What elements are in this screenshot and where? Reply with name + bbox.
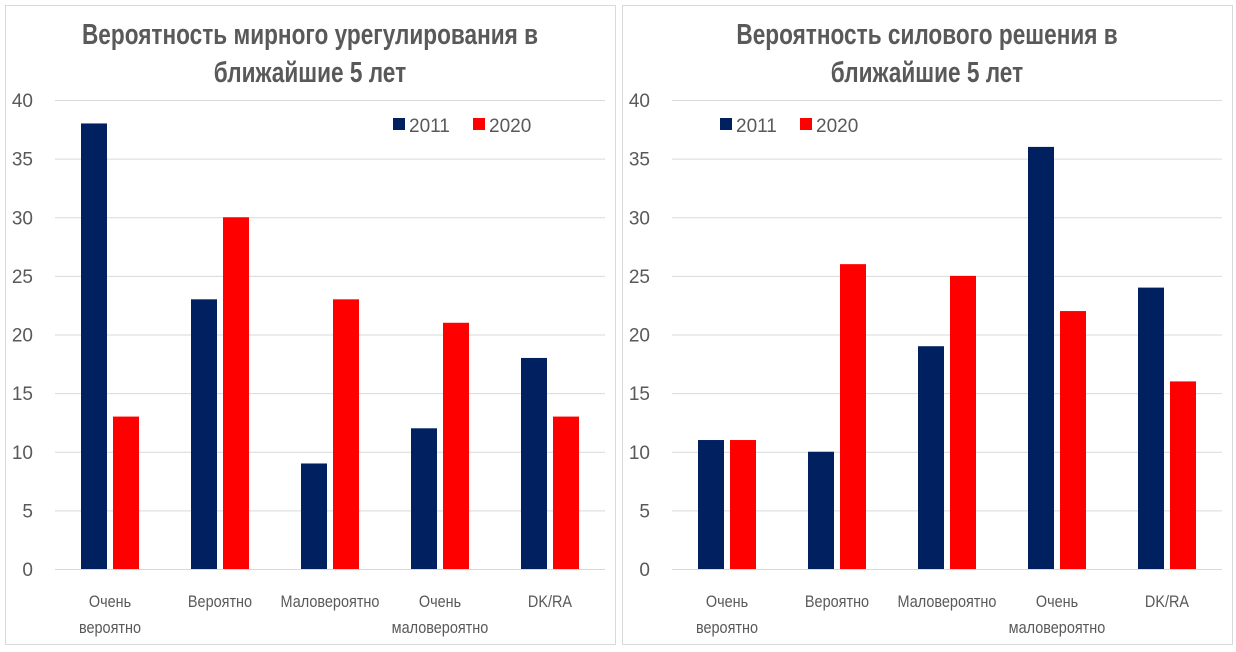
y-tick-label: 40 [12, 91, 33, 112]
legend-swatch-2020 [473, 118, 485, 130]
y-tick-label: 15 [12, 384, 33, 405]
bar-2020 [553, 416, 579, 569]
legend-swatch-2011 [393, 118, 405, 130]
y-tick-label: 10 [629, 443, 650, 464]
x-category-label: вероятно [696, 619, 758, 637]
x-category-label: Очень [89, 593, 131, 611]
x-category-label: вероятно [79, 619, 141, 637]
y-tick-label: 30 [629, 208, 650, 229]
y-tick-label: 20 [12, 326, 33, 347]
bar-2011 [521, 357, 547, 569]
chart-title-line: Вероятность мирного урегулирования в [82, 17, 538, 50]
bar-2020 [1060, 311, 1086, 569]
bar-2020 [1170, 381, 1196, 569]
legend-swatch-2020 [800, 118, 812, 130]
bar-2020 [730, 440, 756, 569]
bar-2020 [113, 416, 139, 569]
x-category-label: маловероятно [1009, 619, 1106, 637]
y-tick-label: 5 [639, 501, 650, 522]
x-category-label: Маловероятно [281, 593, 380, 611]
bar-2011 [918, 346, 944, 569]
legend-label: 2011 [736, 116, 777, 137]
chart-title-line: ближайшие 5 лет [214, 55, 407, 88]
chart-panel-1: Вероятность мирного урегулирования в ближ… [5, 5, 616, 645]
bar-2011 [81, 123, 107, 569]
chart-title-line: Вероятность силового решения в [736, 17, 1117, 50]
chart-panel-2: Вероятность силового решения в ближайшие … [622, 5, 1233, 645]
x-category-label: DK/RA [1145, 593, 1190, 611]
bar-2011 [1028, 146, 1054, 569]
legend-label: 2011 [409, 116, 450, 137]
y-tick-label: 35 [629, 150, 650, 171]
chart-title-line: ближайшие 5 лет [831, 55, 1024, 88]
x-category-label: Очень [419, 593, 461, 611]
y-tick-label: 0 [639, 560, 650, 581]
y-tick-label: 30 [12, 208, 33, 229]
y-tick-label: 5 [22, 501, 33, 522]
x-category-label: Очень [706, 593, 748, 611]
y-tick-label: 40 [629, 91, 650, 112]
bar-2011 [698, 440, 724, 569]
y-tick-label: 25 [629, 267, 650, 288]
x-category-label: Маловероятно [898, 593, 997, 611]
y-tick-label: 10 [12, 443, 33, 464]
bar-2020 [223, 217, 249, 569]
x-category-label: DK/RA [528, 593, 573, 611]
y-tick-label: 20 [629, 326, 650, 347]
bar-2020 [443, 322, 469, 569]
x-category-label: Вероятно [805, 593, 869, 611]
y-tick-label: 25 [12, 267, 33, 288]
legend-label: 2020 [489, 116, 531, 137]
bar-2011 [191, 299, 217, 569]
x-category-label: маловероятно [392, 619, 489, 637]
legend-swatch-2011 [720, 118, 732, 130]
bar-2011 [411, 428, 437, 569]
bar-2011 [1138, 287, 1164, 569]
x-category-label: Вероятно [188, 593, 252, 611]
y-tick-label: 0 [22, 560, 33, 581]
x-category-label: Очень [1036, 593, 1078, 611]
bar-2020 [840, 264, 866, 569]
bar-2020 [950, 275, 976, 569]
bar-2020 [333, 299, 359, 569]
bar-2011 [808, 451, 834, 569]
bar-2011 [301, 463, 327, 569]
legend-label: 2020 [816, 116, 858, 137]
y-tick-label: 15 [629, 384, 650, 405]
y-tick-label: 35 [12, 150, 33, 171]
